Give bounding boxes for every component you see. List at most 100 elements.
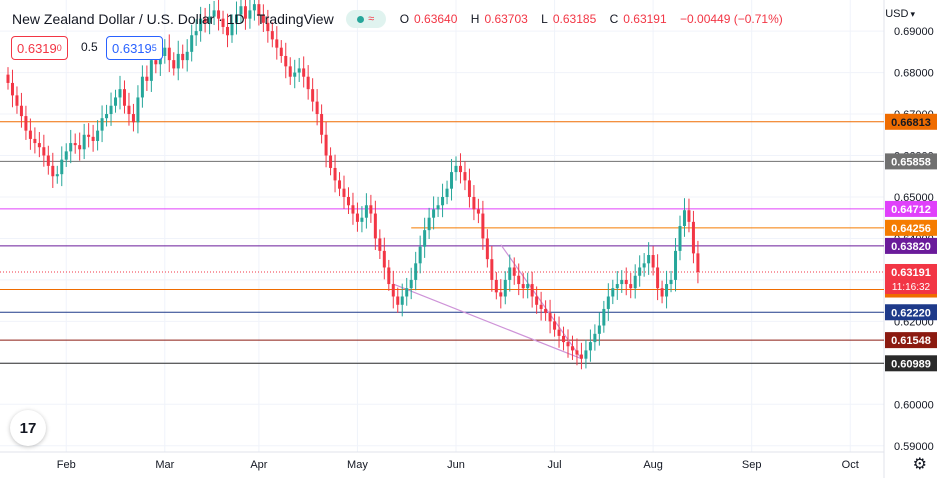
- level-label-bg: [885, 355, 937, 372]
- candle-body: [570, 346, 574, 351]
- candle: [678, 215, 682, 261]
- market-status-pill[interactable]: ≈: [345, 10, 386, 28]
- y-tick-label: 0.68000: [894, 68, 934, 80]
- candle-body: [338, 180, 342, 189]
- candle-body: [33, 138, 37, 144]
- candle: [172, 52, 176, 76]
- candle-body: [602, 308, 606, 326]
- candle: [10, 69, 14, 108]
- candle-body: [378, 238, 382, 251]
- candle: [414, 251, 418, 291]
- candle-body: [145, 76, 149, 81]
- gear-icon[interactable]: ⚙: [912, 456, 927, 473]
- candle-body: [633, 275, 637, 289]
- candle: [633, 264, 637, 299]
- candle: [436, 196, 440, 217]
- sell-price-button[interactable]: 0.6319 0: [11, 36, 68, 60]
- candle-body: [19, 105, 23, 117]
- candle: [391, 270, 395, 309]
- candle-body: [10, 82, 14, 96]
- candle: [185, 39, 189, 72]
- symbol-title[interactable]: New Zealand Dollar / U.S. Dollar · 1D: [12, 11, 245, 27]
- currency-dropdown[interactable]: USD: [885, 8, 915, 20]
- candle-body: [441, 196, 445, 206]
- candle-body: [270, 31, 274, 40]
- candle: [508, 254, 512, 292]
- candle-body: [490, 259, 494, 280]
- candle-body: [122, 89, 126, 106]
- candle-body: [163, 47, 167, 56]
- candle: [423, 217, 427, 258]
- candle: [346, 187, 350, 214]
- candle: [624, 267, 628, 296]
- candle: [691, 210, 695, 264]
- candle-body: [346, 196, 350, 206]
- candle: [351, 192, 355, 225]
- candle-body: [606, 296, 610, 309]
- candle: [320, 104, 324, 144]
- candle: [37, 132, 41, 158]
- candle: [674, 238, 678, 292]
- y-tick-label: 0.69000: [894, 26, 934, 38]
- candle: [270, 22, 274, 48]
- candle: [526, 272, 530, 299]
- candle-body: [342, 188, 346, 197]
- candle-body: [109, 105, 113, 115]
- candle-body: [445, 188, 449, 197]
- candle-body: [199, 18, 203, 32]
- candle: [445, 180, 449, 205]
- candle: [499, 279, 503, 309]
- candle-body: [526, 284, 530, 289]
- candle-body: [382, 250, 386, 268]
- candle-body: [257, 4, 261, 15]
- candle: [575, 338, 579, 366]
- candle-body: [373, 213, 377, 239]
- candle-body: [423, 230, 427, 247]
- candle: [364, 193, 368, 229]
- candle-body: [82, 134, 86, 150]
- candle-body: [118, 89, 122, 98]
- change-value: −0.00449 (−0.71%): [680, 12, 783, 26]
- candle-body: [320, 114, 324, 135]
- candle: [87, 123, 91, 148]
- candle: [418, 235, 422, 274]
- x-tick-label: Apr: [250, 459, 267, 471]
- candle-body: [405, 288, 409, 297]
- candle-body: [252, 4, 256, 11]
- candle-body: [579, 354, 583, 359]
- candle: [226, 13, 230, 48]
- ohlc-readout: O 0.63640 H 0.63703 L 0.63185 C 0.63191 −0.0…: [399, 12, 783, 26]
- candle-body: [566, 342, 570, 347]
- candle-body: [584, 350, 588, 359]
- candle: [458, 153, 462, 184]
- candle: [91, 124, 95, 152]
- candle-body: [6, 74, 10, 83]
- tradingview-logo-icon[interactable]: 17: [10, 410, 46, 446]
- candle-body: [503, 279, 507, 297]
- candle: [553, 313, 557, 337]
- candle: [620, 270, 624, 293]
- candle: [203, 7, 207, 33]
- x-tick-label: Mar: [155, 459, 174, 471]
- candle: [212, 0, 216, 26]
- candle: [42, 134, 46, 167]
- candle-body: [396, 296, 400, 305]
- sell-price-value: 0.6319: [17, 40, 57, 56]
- candle-body: [91, 136, 95, 141]
- candle: [647, 242, 651, 275]
- level-label-bg: [885, 153, 937, 170]
- candle-body: [297, 68, 301, 73]
- candle-body: [436, 205, 440, 210]
- last-price-label: 0.63191 11:16:32: [885, 263, 937, 294]
- candle: [82, 123, 86, 160]
- candle: [369, 194, 373, 223]
- buy-price-button[interactable]: 0.6319 5: [106, 36, 163, 60]
- candle-body: [234, 14, 238, 23]
- candle: [114, 89, 118, 113]
- candle: [266, 9, 270, 43]
- candle: [324, 121, 328, 168]
- candle-body: [239, 6, 243, 15]
- candle: [15, 86, 19, 114]
- candle: [284, 42, 288, 79]
